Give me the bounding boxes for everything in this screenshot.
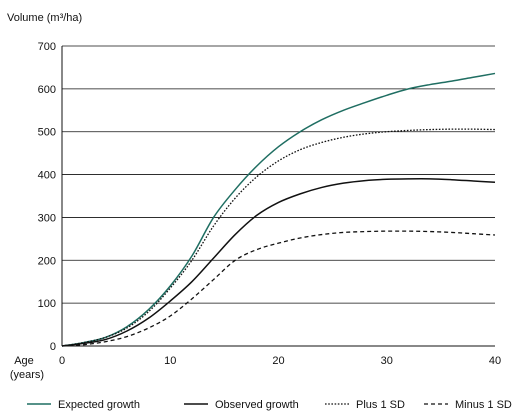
- axes: [61, 46, 495, 347]
- y-tick-label-100: 100: [38, 298, 56, 310]
- legend-label-expected-growth: Expected growth: [58, 399, 140, 411]
- y-tick-label-300: 300: [38, 212, 56, 224]
- y-tick-label-600: 600: [38, 84, 56, 96]
- y-tick-label-400: 400: [38, 170, 56, 182]
- series-line-plus-1-sd: [61, 128, 496, 347]
- legend-label-observed-growth: Observed growth: [215, 399, 299, 411]
- y-tick-label-200: 200: [38, 255, 56, 267]
- x-tick-label-10: 10: [164, 355, 176, 367]
- x-axis-label-line1: Age: [14, 355, 34, 367]
- gridlines: [62, 45, 495, 304]
- x-tick-labels: 0 10 20 30 40: [59, 355, 501, 367]
- legend: Expected growth Observed growth Plus 1 SD M…: [27, 399, 512, 411]
- x-tick-label-30: 30: [381, 355, 393, 367]
- series-lines: [61, 72, 496, 347]
- series-line-observed-growth: [61, 178, 496, 347]
- series-line-expected-growth: [61, 72, 496, 347]
- x-tick-label-0: 0: [59, 355, 65, 367]
- y-tick-labels: 0 100 200 300 400 500 600 700: [38, 41, 56, 353]
- x-axis-label-line2: (years): [10, 369, 44, 381]
- x-tick-label-40: 40: [489, 355, 501, 367]
- series-line-minus-1-sd: [61, 230, 496, 347]
- y-axis-label: Volume (m³/ha): [7, 12, 82, 24]
- x-tick-label-20: 20: [272, 355, 284, 367]
- legend-label-plus-1-sd: Plus 1 SD: [356, 399, 405, 411]
- y-tick-label-700: 700: [38, 41, 56, 53]
- y-tick-label-500: 500: [38, 127, 56, 139]
- y-tick-label-0: 0: [50, 341, 56, 353]
- legend-label-minus-1-sd: Minus 1 SD: [455, 399, 512, 411]
